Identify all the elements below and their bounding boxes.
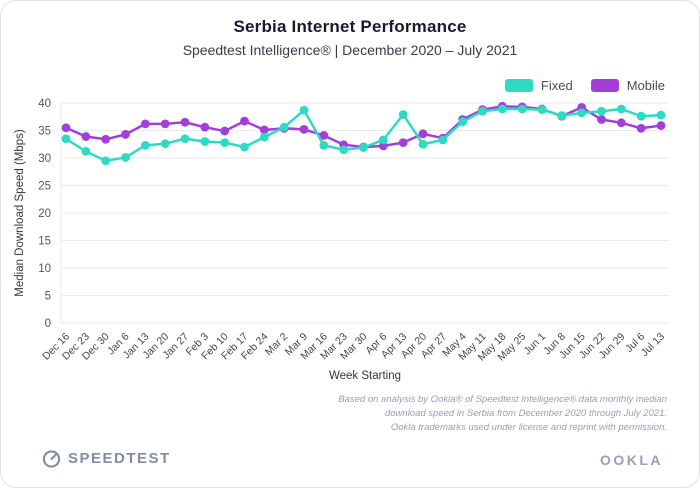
chart-dot-mobile: [616, 118, 626, 128]
chart-dot-fixed: [359, 143, 368, 152]
chart-dot-fixed: [378, 135, 388, 145]
y-tick-label: 0: [45, 318, 51, 330]
chart-dot-mobile: [299, 125, 309, 134]
legend-item-fixed: Fixed: [504, 78, 573, 93]
chart-dot-mobile: [61, 123, 71, 133]
chart-dot-mobile: [121, 129, 130, 139]
chart-dot-fixed: [101, 156, 111, 166]
chart-dot-mobile: [101, 134, 111, 144]
page-title: Serbia Internet Performance: [233, 17, 467, 36]
y-axis-title: Median Download Speed (Mbps): [14, 129, 26, 297]
x-axis-title: Week Starting: [329, 370, 401, 382]
chart-dot-fixed: [319, 140, 329, 150]
x-tick-label: Jun 1: [521, 331, 548, 358]
chart-line-mobile: [64, 105, 663, 149]
chart-dot-mobile: [81, 132, 91, 141]
chart-dot-mobile: [200, 122, 210, 132]
chart-dot-fixed: [339, 145, 349, 155]
chart-dot-fixed: [597, 106, 606, 116]
chart-dot-fixed: [240, 142, 249, 152]
chart-dot-fixed: [577, 108, 587, 118]
chart-dot-fixed: [557, 111, 567, 121]
y-tick-label: 40: [38, 98, 51, 110]
chart-dot-mobile: [140, 119, 150, 129]
legend-label-fixed: Fixed: [540, 78, 573, 93]
chart-dot-mobile: [597, 115, 606, 124]
chart-dot-fixed: [140, 140, 150, 150]
x-tick-label: Jul 13: [639, 331, 667, 359]
chart-line-fixed: [64, 107, 663, 162]
chart-dot-mobile: [418, 129, 428, 139]
chart-dot-fixed: [418, 139, 428, 149]
y-tick-label: 15: [38, 236, 51, 248]
chart-dot-fixed: [656, 110, 666, 120]
y-tick-label: 5: [45, 291, 51, 303]
chart-dot-mobile: [259, 125, 269, 135]
chart-dot-fixed: [537, 105, 547, 114]
chart-dot-fixed: [220, 138, 230, 147]
chart-dot-mobile: [398, 138, 408, 147]
legend-label-mobile: Mobile: [626, 78, 665, 93]
speedtest-wordmark: SPEEDTEST: [68, 450, 171, 467]
chart-dot-fixed: [121, 153, 130, 162]
attribution-line: Ookla trademarks used under license and …: [390, 421, 667, 433]
chart-dot-fixed: [616, 104, 626, 114]
speedometer-icon: [42, 450, 61, 468]
chart-dot-fixed: [497, 104, 507, 114]
legend-item-mobile: Mobile: [590, 78, 665, 93]
ookla-wordmark: OOKLA: [599, 452, 663, 468]
chart-dot-fixed: [279, 122, 289, 132]
chart-dot-fixed: [81, 147, 91, 156]
chart-dot-fixed: [478, 106, 487, 116]
chart-dot-mobile: [319, 131, 329, 140]
y-tick-label: 35: [38, 126, 51, 138]
speedtest-logo: SPEEDTEST: [41, 448, 171, 469]
chart-dot-fixed: [61, 134, 71, 144]
chart-legend: Fixed Mobile: [504, 78, 665, 93]
legend-swatch-fixed: [504, 79, 533, 92]
page-subtitle: Speedtest Intelligence® | December 2020 …: [182, 42, 518, 58]
chart-dot-fixed: [180, 134, 190, 144]
chart-dot-mobile: [378, 141, 388, 151]
chart-dot-fixed: [200, 137, 210, 146]
chart-dot-mobile: [180, 117, 190, 127]
chart-dot-fixed: [299, 105, 309, 115]
chart-dot-mobile: [160, 119, 170, 129]
chart-dot-mobile: [240, 116, 249, 126]
chart-dot-fixed: [636, 111, 646, 121]
chart-dot-fixed: [458, 117, 468, 127]
legend-swatch-mobile: [590, 79, 619, 92]
attribution-line: download speed in Serbia from December 2…: [384, 407, 667, 419]
attribution-line: Based on analysis by Ookla® of Speedtest…: [338, 394, 667, 405]
y-tick-label: 25: [38, 181, 51, 193]
chart-dot-fixed: [517, 104, 527, 114]
y-tick-label: 30: [38, 153, 51, 165]
attribution-note: Based on analysis by Ookla® of Speedtest…: [247, 393, 667, 434]
chart-header: Serbia Internet Performance Speedtest In…: [1, 17, 699, 58]
y-tick-label: 10: [38, 263, 51, 275]
chart-dot-mobile: [220, 126, 230, 136]
chart-dot-fixed: [438, 135, 448, 145]
chart-dot-mobile: [636, 123, 646, 133]
chart-dot-fixed: [259, 132, 269, 142]
chart-dot-fixed: [398, 110, 408, 119]
y-tick-label: 20: [38, 208, 51, 220]
chart-dot-mobile: [656, 121, 666, 130]
chart-dot-fixed: [160, 139, 170, 149]
